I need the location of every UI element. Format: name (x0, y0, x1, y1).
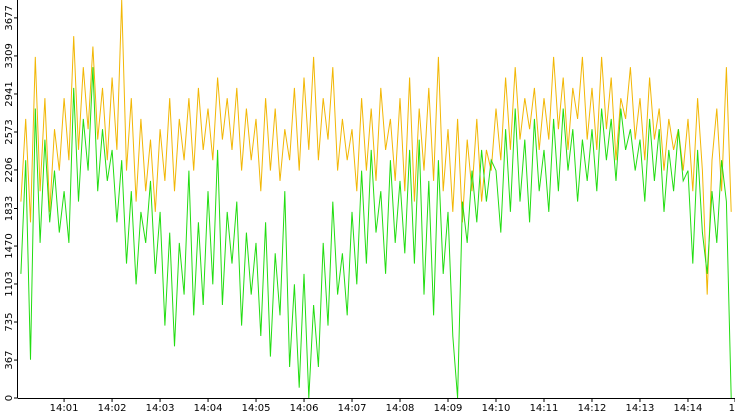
x-tick-label: 14:11 (530, 403, 559, 414)
y-tick-label: 0 (4, 395, 15, 401)
x-tick-label: 14:01 (50, 403, 79, 414)
x-tick-label: 14:14 (674, 403, 703, 414)
y-tick-label: 3677 (4, 5, 15, 30)
y-tick-label: 735 (4, 312, 15, 331)
y-tick-label: 1833 (4, 196, 15, 221)
y-tick-label: 2573 (4, 119, 15, 144)
x-tick-label: 14:05 (242, 403, 271, 414)
x-tick-label: 14:12 (578, 403, 607, 414)
x-tick-label: 14:10 (482, 403, 511, 414)
y-tick-label: 3309 (4, 43, 15, 68)
y-tick-label: 2941 (4, 81, 15, 106)
x-tick-label: 14:04 (194, 403, 223, 414)
x-tick-label: 14:02 (98, 403, 127, 414)
y-tick-label: 367 (4, 351, 15, 370)
x-tick-label: 14:06 (290, 403, 319, 414)
x-tick-label: 14:08 (386, 403, 415, 414)
series-line (20, 67, 732, 399)
series-line (20, 0, 732, 295)
y-tick-label: 1103 (4, 271, 15, 296)
x-tick-label: 14:07 (338, 403, 367, 414)
x-tick-label: 14:13 (626, 403, 655, 414)
y-tick-label: 1470 (4, 233, 15, 258)
x-tick-label: 14:03 (146, 403, 175, 414)
y-tick-label: 2206 (4, 157, 15, 182)
x-tick-label: 14 (729, 403, 735, 414)
x-tick-label: 14:09 (434, 403, 463, 414)
